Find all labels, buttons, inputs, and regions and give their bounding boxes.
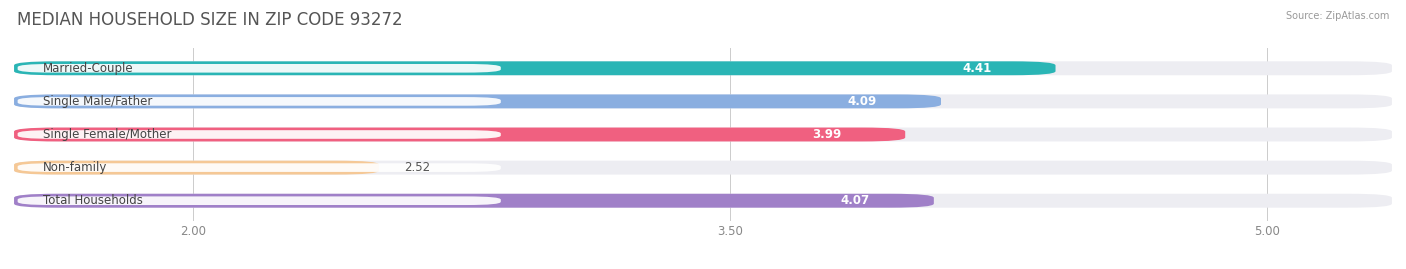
FancyBboxPatch shape (14, 61, 1056, 75)
FancyBboxPatch shape (18, 97, 501, 106)
FancyBboxPatch shape (18, 130, 501, 139)
Text: 4.41: 4.41 (962, 62, 991, 75)
FancyBboxPatch shape (797, 97, 927, 106)
Text: Married-Couple: Married-Couple (42, 62, 134, 75)
Text: 3.99: 3.99 (811, 128, 841, 141)
FancyBboxPatch shape (14, 128, 905, 141)
Text: Source: ZipAtlas.com: Source: ZipAtlas.com (1285, 11, 1389, 21)
Text: 2.52: 2.52 (404, 161, 430, 174)
FancyBboxPatch shape (790, 196, 920, 205)
FancyBboxPatch shape (14, 161, 380, 175)
Text: Non-family: Non-family (42, 161, 107, 174)
Text: Total Households: Total Households (42, 194, 142, 207)
Text: Single Female/Mother: Single Female/Mother (42, 128, 172, 141)
FancyBboxPatch shape (14, 194, 934, 208)
FancyBboxPatch shape (14, 161, 1392, 175)
FancyBboxPatch shape (18, 163, 501, 172)
Text: 4.07: 4.07 (841, 194, 870, 207)
FancyBboxPatch shape (14, 94, 1392, 108)
FancyBboxPatch shape (14, 128, 1392, 141)
Text: MEDIAN HOUSEHOLD SIZE IN ZIP CODE 93272: MEDIAN HOUSEHOLD SIZE IN ZIP CODE 93272 (17, 11, 402, 29)
FancyBboxPatch shape (18, 64, 501, 73)
FancyBboxPatch shape (912, 64, 1042, 73)
Text: 4.09: 4.09 (848, 95, 877, 108)
FancyBboxPatch shape (762, 130, 891, 139)
FancyBboxPatch shape (14, 94, 941, 108)
FancyBboxPatch shape (14, 194, 1392, 208)
FancyBboxPatch shape (18, 196, 501, 205)
FancyBboxPatch shape (14, 61, 1392, 75)
Text: Single Male/Father: Single Male/Father (42, 95, 152, 108)
